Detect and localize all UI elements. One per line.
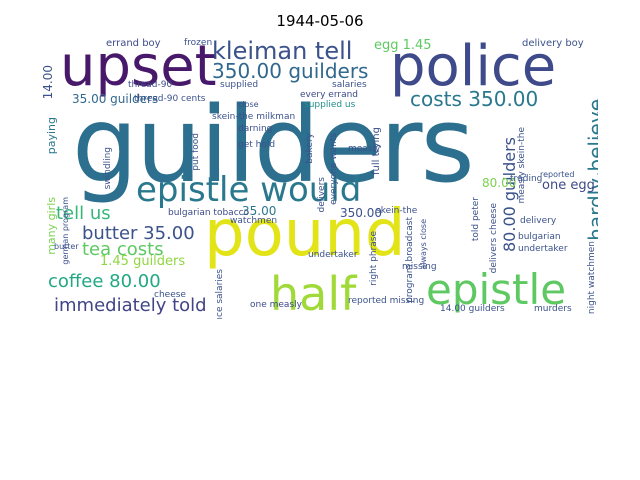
word-full-trying: full trying bbox=[371, 127, 382, 176]
word-costs-350: costs 350.00 bbox=[410, 87, 539, 111]
word-butter: butter bbox=[54, 242, 79, 251]
word-salaries: salaries bbox=[332, 80, 367, 90]
word-one-egg: one egg bbox=[542, 178, 595, 193]
word-80-guilders: 80.00 guilders bbox=[500, 137, 519, 252]
word-one-measly: one measly bbox=[250, 300, 302, 310]
word-police: police bbox=[390, 37, 557, 99]
word-reported-missing: reported missing bbox=[348, 296, 425, 306]
word-145-guilders: 1.45 guilders bbox=[100, 254, 186, 269]
word-14: 14.00 bbox=[42, 65, 55, 100]
word-measly: measly bbox=[348, 144, 381, 154]
word-35: 35.00 bbox=[242, 204, 277, 218]
word-upset: upset bbox=[60, 37, 217, 99]
word-german-program: german program bbox=[61, 197, 70, 265]
word-half: half bbox=[270, 267, 357, 319]
word-trading: trading bbox=[510, 174, 543, 184]
word-measly-skein: measly skein-the bbox=[517, 127, 527, 204]
word-every-errand: every errand bbox=[300, 90, 358, 100]
word-skein-the: skein-the bbox=[376, 206, 418, 216]
word-frozen: frozen bbox=[184, 38, 213, 48]
word-pound: pound bbox=[204, 197, 406, 271]
word-close: close bbox=[238, 100, 259, 109]
word-delivery-boy: delivery boy bbox=[522, 38, 584, 49]
word-epistle-would: epistle would bbox=[136, 170, 362, 210]
word-cloud: guilders pound police upset half epistle… bbox=[42, 37, 598, 319]
word-thread90-cents: thread-90 cents bbox=[134, 94, 206, 104]
word-errand-boy: errand boy bbox=[106, 38, 161, 49]
word-epistle: epistle bbox=[426, 265, 567, 314]
word-tea-costs: tea costs bbox=[82, 239, 164, 260]
word-supplied-us: supplied us bbox=[304, 100, 356, 110]
word-night-watchmen: night watchmen bbox=[587, 241, 597, 315]
word-darning: darning bbox=[238, 124, 273, 134]
word-paying: paying bbox=[45, 117, 58, 155]
word-350: 350.00 bbox=[340, 206, 382, 220]
word-butter-35: butter 35.00 bbox=[82, 223, 195, 244]
word-since-salaries: since salaries bbox=[215, 269, 225, 319]
word-program-broadcast: program broadcast bbox=[405, 217, 415, 303]
word-kleiman-tell: kleiman tell bbox=[212, 37, 353, 65]
word-always-close: always close bbox=[419, 219, 428, 270]
word-14-guilders: 14.00 guilders bbox=[440, 304, 505, 314]
word-swindling: swindling bbox=[103, 147, 113, 190]
word-everyone-wants: everyone wants bbox=[329, 133, 339, 205]
word-delivers-cheese: delivers cheese bbox=[489, 203, 499, 274]
word-cheese: cheese bbox=[154, 290, 186, 300]
chart-title: 1944-05-06 bbox=[276, 12, 364, 30]
word-put-food: put food bbox=[191, 133, 201, 171]
word-told-peter: told peter bbox=[471, 197, 481, 242]
word-guilders: guilders bbox=[72, 84, 475, 206]
word-bulgarian-tobacco: bulgarian tobacco bbox=[168, 208, 250, 218]
word-reported: reported bbox=[540, 170, 575, 179]
word-80: 80.00 bbox=[482, 176, 517, 190]
word-350-guilders: 350.00 guilders bbox=[212, 59, 369, 83]
word-bulgarian: bulgarian bbox=[518, 232, 561, 242]
word-delivery: delivery bbox=[520, 216, 557, 226]
word-get-hold: get hold bbox=[238, 140, 276, 150]
word-missing: missing bbox=[402, 262, 437, 272]
word-delivers: delivers bbox=[317, 177, 327, 213]
word-egg-145: egg 1.45 bbox=[374, 38, 432, 53]
word-undertaker-2: undertaker bbox=[308, 250, 358, 260]
word-right-phrase: right phrase bbox=[369, 231, 379, 286]
word-thread90: thread-90 bbox=[128, 80, 173, 90]
word-supplied: supplied bbox=[220, 80, 259, 90]
word-bakery: bakery bbox=[305, 133, 315, 164]
word-murders: murders bbox=[534, 304, 572, 314]
word-skein-milkman: skein-the milkman bbox=[212, 112, 296, 122]
word-35-guilders: 35.00 guilders bbox=[72, 92, 159, 106]
word-tell-us: tell us bbox=[56, 203, 111, 224]
word-undertaker: undertaker bbox=[518, 244, 568, 254]
word-coffee-80: coffee 80.00 bbox=[48, 271, 161, 292]
word-watchmen: watchmen bbox=[230, 216, 278, 226]
word-immediately-told: immediately told bbox=[54, 295, 207, 316]
